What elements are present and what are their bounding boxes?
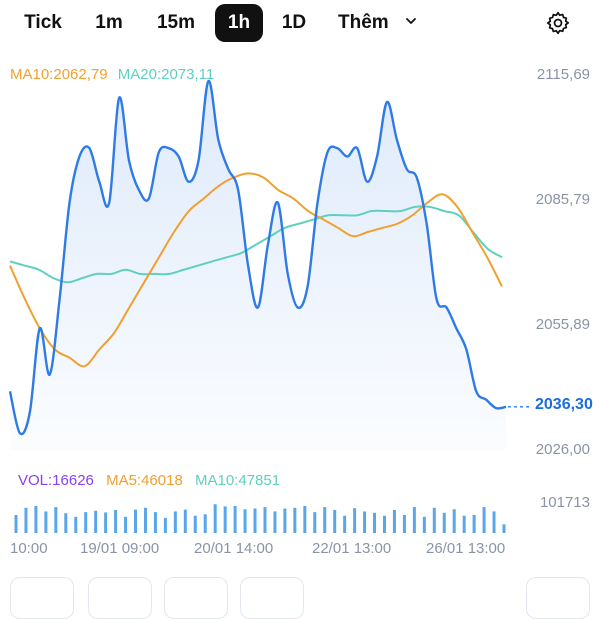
x-tick-label: 10:00 (10, 540, 48, 557)
price-series-line (8, 79, 507, 436)
volume-bar (382, 515, 386, 533)
tab-1m[interactable]: 1m (95, 12, 123, 33)
toolbar-button[interactable] (240, 577, 304, 619)
volume-bar (104, 512, 108, 533)
x-tick-label: 22/01 13:00 (312, 540, 392, 557)
tab-15m[interactable]: 15m (156, 12, 196, 33)
more-label: Thêm (338, 12, 389, 33)
volume-bar (114, 509, 118, 533)
x-tick-label: 19/01 09:00 (80, 540, 160, 557)
tab-tick[interactable]: Tick (24, 12, 62, 33)
volume-bar (213, 504, 217, 533)
volume-bar (183, 509, 187, 533)
volume-bar (134, 509, 138, 533)
volume-bar (243, 509, 247, 533)
volume-bar (74, 516, 78, 533)
volume-bar (173, 511, 177, 533)
gear-icon[interactable] (545, 10, 571, 36)
volume-bar (24, 507, 28, 533)
volume-bar (412, 507, 416, 533)
volume-bar (44, 511, 48, 533)
volume-legend: VOL:16626 MA5:46018 MA10:47851 (18, 472, 288, 489)
volume-bar (353, 508, 357, 533)
volume-bar (442, 512, 446, 533)
toolbar-button[interactable] (88, 577, 152, 619)
vol-ma10-legend: MA10:47851 (194, 472, 281, 489)
volume-bar (14, 515, 18, 533)
vol-legend: VOL:16626 (18, 472, 94, 489)
y-tick-label: 2055,89 (535, 316, 590, 333)
volume-bar (333, 509, 337, 533)
volume-bar (143, 507, 147, 533)
volume-chart[interactable] (0, 495, 600, 535)
volume-bar (462, 515, 466, 533)
volume-bar (402, 515, 406, 533)
vol-ma5-legend: MA5:46018 (106, 472, 183, 489)
volume-bar (64, 513, 68, 533)
volume-bar (273, 511, 277, 533)
last-price-label: 2036,30 (535, 396, 593, 413)
volume-bar (363, 511, 367, 533)
x-tick-label: 26/01 13:00 (426, 540, 506, 557)
volume-bar (263, 507, 267, 533)
ma10-series-line (9, 172, 503, 368)
volume-bar (343, 515, 347, 533)
volume-bar (54, 507, 58, 533)
ma20-legend: MA20:2073,11 (117, 66, 215, 83)
volume-bar (203, 514, 207, 533)
volume-bar (34, 506, 38, 533)
volume-bar (482, 507, 486, 533)
volume-bar (303, 506, 307, 533)
ma-legend: MA10:2062,79 MA20:2073,11 (10, 66, 220, 83)
y-tick-label: 2026,00 (535, 441, 590, 458)
volume-bar (193, 515, 197, 533)
price-area-fill (10, 80, 506, 451)
ma20-series-line (9, 205, 503, 284)
volume-bar (223, 506, 227, 533)
more-dropdown[interactable]: Thêm (338, 4, 389, 42)
volume-bar (253, 508, 257, 533)
volume-bar (293, 507, 297, 533)
y-tick-label: 2115,69 (536, 66, 590, 83)
volume-bar (233, 506, 237, 533)
volume-bar (492, 511, 496, 533)
tab-1d[interactable]: 1D (281, 12, 307, 33)
volume-bar (432, 507, 436, 533)
volume-max-label: 101713 (539, 494, 590, 511)
ma10-legend: MA10:2062,79 (10, 66, 108, 83)
volume-bar (283, 508, 287, 533)
price-chart[interactable] (0, 0, 600, 470)
volume-bar (94, 510, 98, 533)
volume-bar (153, 512, 157, 533)
volume-bar (313, 512, 317, 533)
toolbar-button[interactable] (10, 577, 74, 619)
volume-bar (452, 509, 456, 533)
timeframe-tabs: Tick 1m 15m 1h 1D Thêm (0, 0, 600, 46)
y-tick-label: 2085,79 (535, 191, 590, 208)
volume-bar (124, 516, 128, 533)
volume-bar (84, 512, 88, 533)
chevron-down-icon[interactable] (404, 14, 418, 28)
fullscreen-button[interactable] (526, 577, 590, 619)
x-tick-label: 20/01 14:00 (194, 540, 274, 557)
volume-bar (502, 524, 506, 533)
volume-bar (392, 509, 396, 533)
tab-1h[interactable]: 1h (215, 4, 263, 42)
volume-bar (373, 512, 377, 533)
volume-bar (422, 516, 426, 533)
volume-bar (163, 517, 167, 533)
volume-bar (323, 507, 327, 533)
toolbar-button[interactable] (164, 577, 228, 619)
volume-bar (472, 515, 476, 533)
